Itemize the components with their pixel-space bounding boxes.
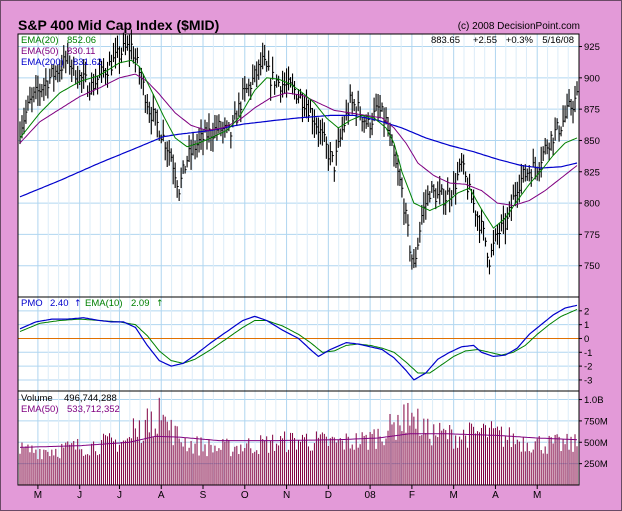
legend-ema50-value: 830.11 xyxy=(67,46,95,57)
quote-date: 5/16/08 xyxy=(542,35,574,46)
ema200-line xyxy=(19,114,578,198)
x-tick-label: O xyxy=(241,490,249,501)
y-tick-label: 875 xyxy=(584,105,600,116)
x-tick-label: F xyxy=(409,490,415,501)
volume-ema50-line xyxy=(19,433,578,448)
x-tick-label: M xyxy=(34,490,42,501)
legend-pmo-label: PMO xyxy=(21,298,43,309)
y-tick-label: 925 xyxy=(584,42,600,53)
x-tick-label: M xyxy=(449,490,457,501)
y-tick-label: 2 xyxy=(584,306,589,317)
x-tick-label: S xyxy=(200,490,207,501)
pmo-line xyxy=(19,304,578,381)
quote-percent: +0.3% xyxy=(506,35,534,46)
legend-pmo-ema-label: EMA(10) xyxy=(85,298,122,309)
x-tick-label: A xyxy=(492,490,499,501)
legend-volume-label: Volume xyxy=(21,393,53,404)
legend-ema20-label: EMA(20) xyxy=(21,35,58,46)
ema20-line xyxy=(19,59,578,229)
y-tick-label: 850 xyxy=(584,136,600,147)
volume-panel: 250M 500M 750M 1.0B Volume 496,744,288 EMA(… xyxy=(17,390,608,486)
copyright-text: (c) 2008 DecisionPoint.com xyxy=(458,21,580,32)
price-grid xyxy=(18,34,579,297)
x-tick-label: J xyxy=(117,490,122,501)
legend-volume-ema-value: 533,712,352 xyxy=(67,404,120,415)
ema50-line xyxy=(19,73,578,207)
x-axis-month-labels: M J J A S O N D 08 F M A M xyxy=(34,485,541,501)
pmo-y-axis-labels: -3 -2 -1 0 1 2 xyxy=(579,306,592,386)
y-tick-label: 1.0B xyxy=(584,395,604,406)
y-tick-label: -2 xyxy=(584,362,592,373)
legend-ema20-value: 852.06 xyxy=(67,35,96,46)
pmo-grid xyxy=(18,297,579,391)
y-tick-label: 500M xyxy=(584,438,608,449)
y-tick-label: 750M xyxy=(584,416,608,427)
y-tick-label: 775 xyxy=(584,230,600,241)
pmo-ema-up-arrow-icon: ↑ xyxy=(156,299,164,309)
x-tick-label: J xyxy=(77,490,82,501)
legend-pmo-ema-value: 2.09 xyxy=(131,298,150,309)
pmo-up-arrow-icon: ↑ xyxy=(74,299,82,309)
price-panel: 750 775 800 825 850 875 900 925 883.65 +2.55 +0… xyxy=(17,29,600,298)
y-tick-label: 825 xyxy=(584,167,600,178)
volume-bars xyxy=(19,397,578,485)
chart-title: S&P 400 Mid Cap Index ($MID) xyxy=(18,17,219,33)
quote-change: +2.55 xyxy=(473,35,497,46)
x-tick-label: 08 xyxy=(365,490,377,501)
x-tick-label: M xyxy=(533,490,541,501)
x-tick-label: A xyxy=(158,490,165,501)
legend-volume-value: 496,744,288 xyxy=(64,393,117,404)
y-tick-label: 0 xyxy=(584,334,589,345)
pmo-panel-bg xyxy=(18,297,579,391)
legend-ema200-label: EMA(200) xyxy=(21,57,64,68)
y-tick-label: -3 xyxy=(584,375,592,386)
y-tick-label: -1 xyxy=(584,348,592,359)
x-tick-label: N xyxy=(283,490,290,501)
y-tick-label: 800 xyxy=(584,199,600,210)
y-tick-label: 1 xyxy=(584,320,589,331)
y-tick-label: 900 xyxy=(584,73,600,84)
legend-volume-ema-label: EMA(50) xyxy=(21,404,58,415)
legend-ema50-label: EMA(50) xyxy=(21,46,58,57)
pmo-panel: -3 -2 -1 0 1 2 PMO 2.40 ↑ EMA(10) 2.09 ↑ xyxy=(17,296,592,392)
y-tick-label: 250M xyxy=(584,459,608,470)
price-bars xyxy=(19,29,579,275)
quote-last: 883.65 xyxy=(431,35,460,46)
volume-panel-border xyxy=(17,390,580,486)
legend-ema200-value: 831.62 xyxy=(73,57,102,68)
y-tick-label: 750 xyxy=(584,261,600,272)
x-tick-label: D xyxy=(325,490,332,501)
legend-pmo-value: 2.40 xyxy=(50,298,69,309)
